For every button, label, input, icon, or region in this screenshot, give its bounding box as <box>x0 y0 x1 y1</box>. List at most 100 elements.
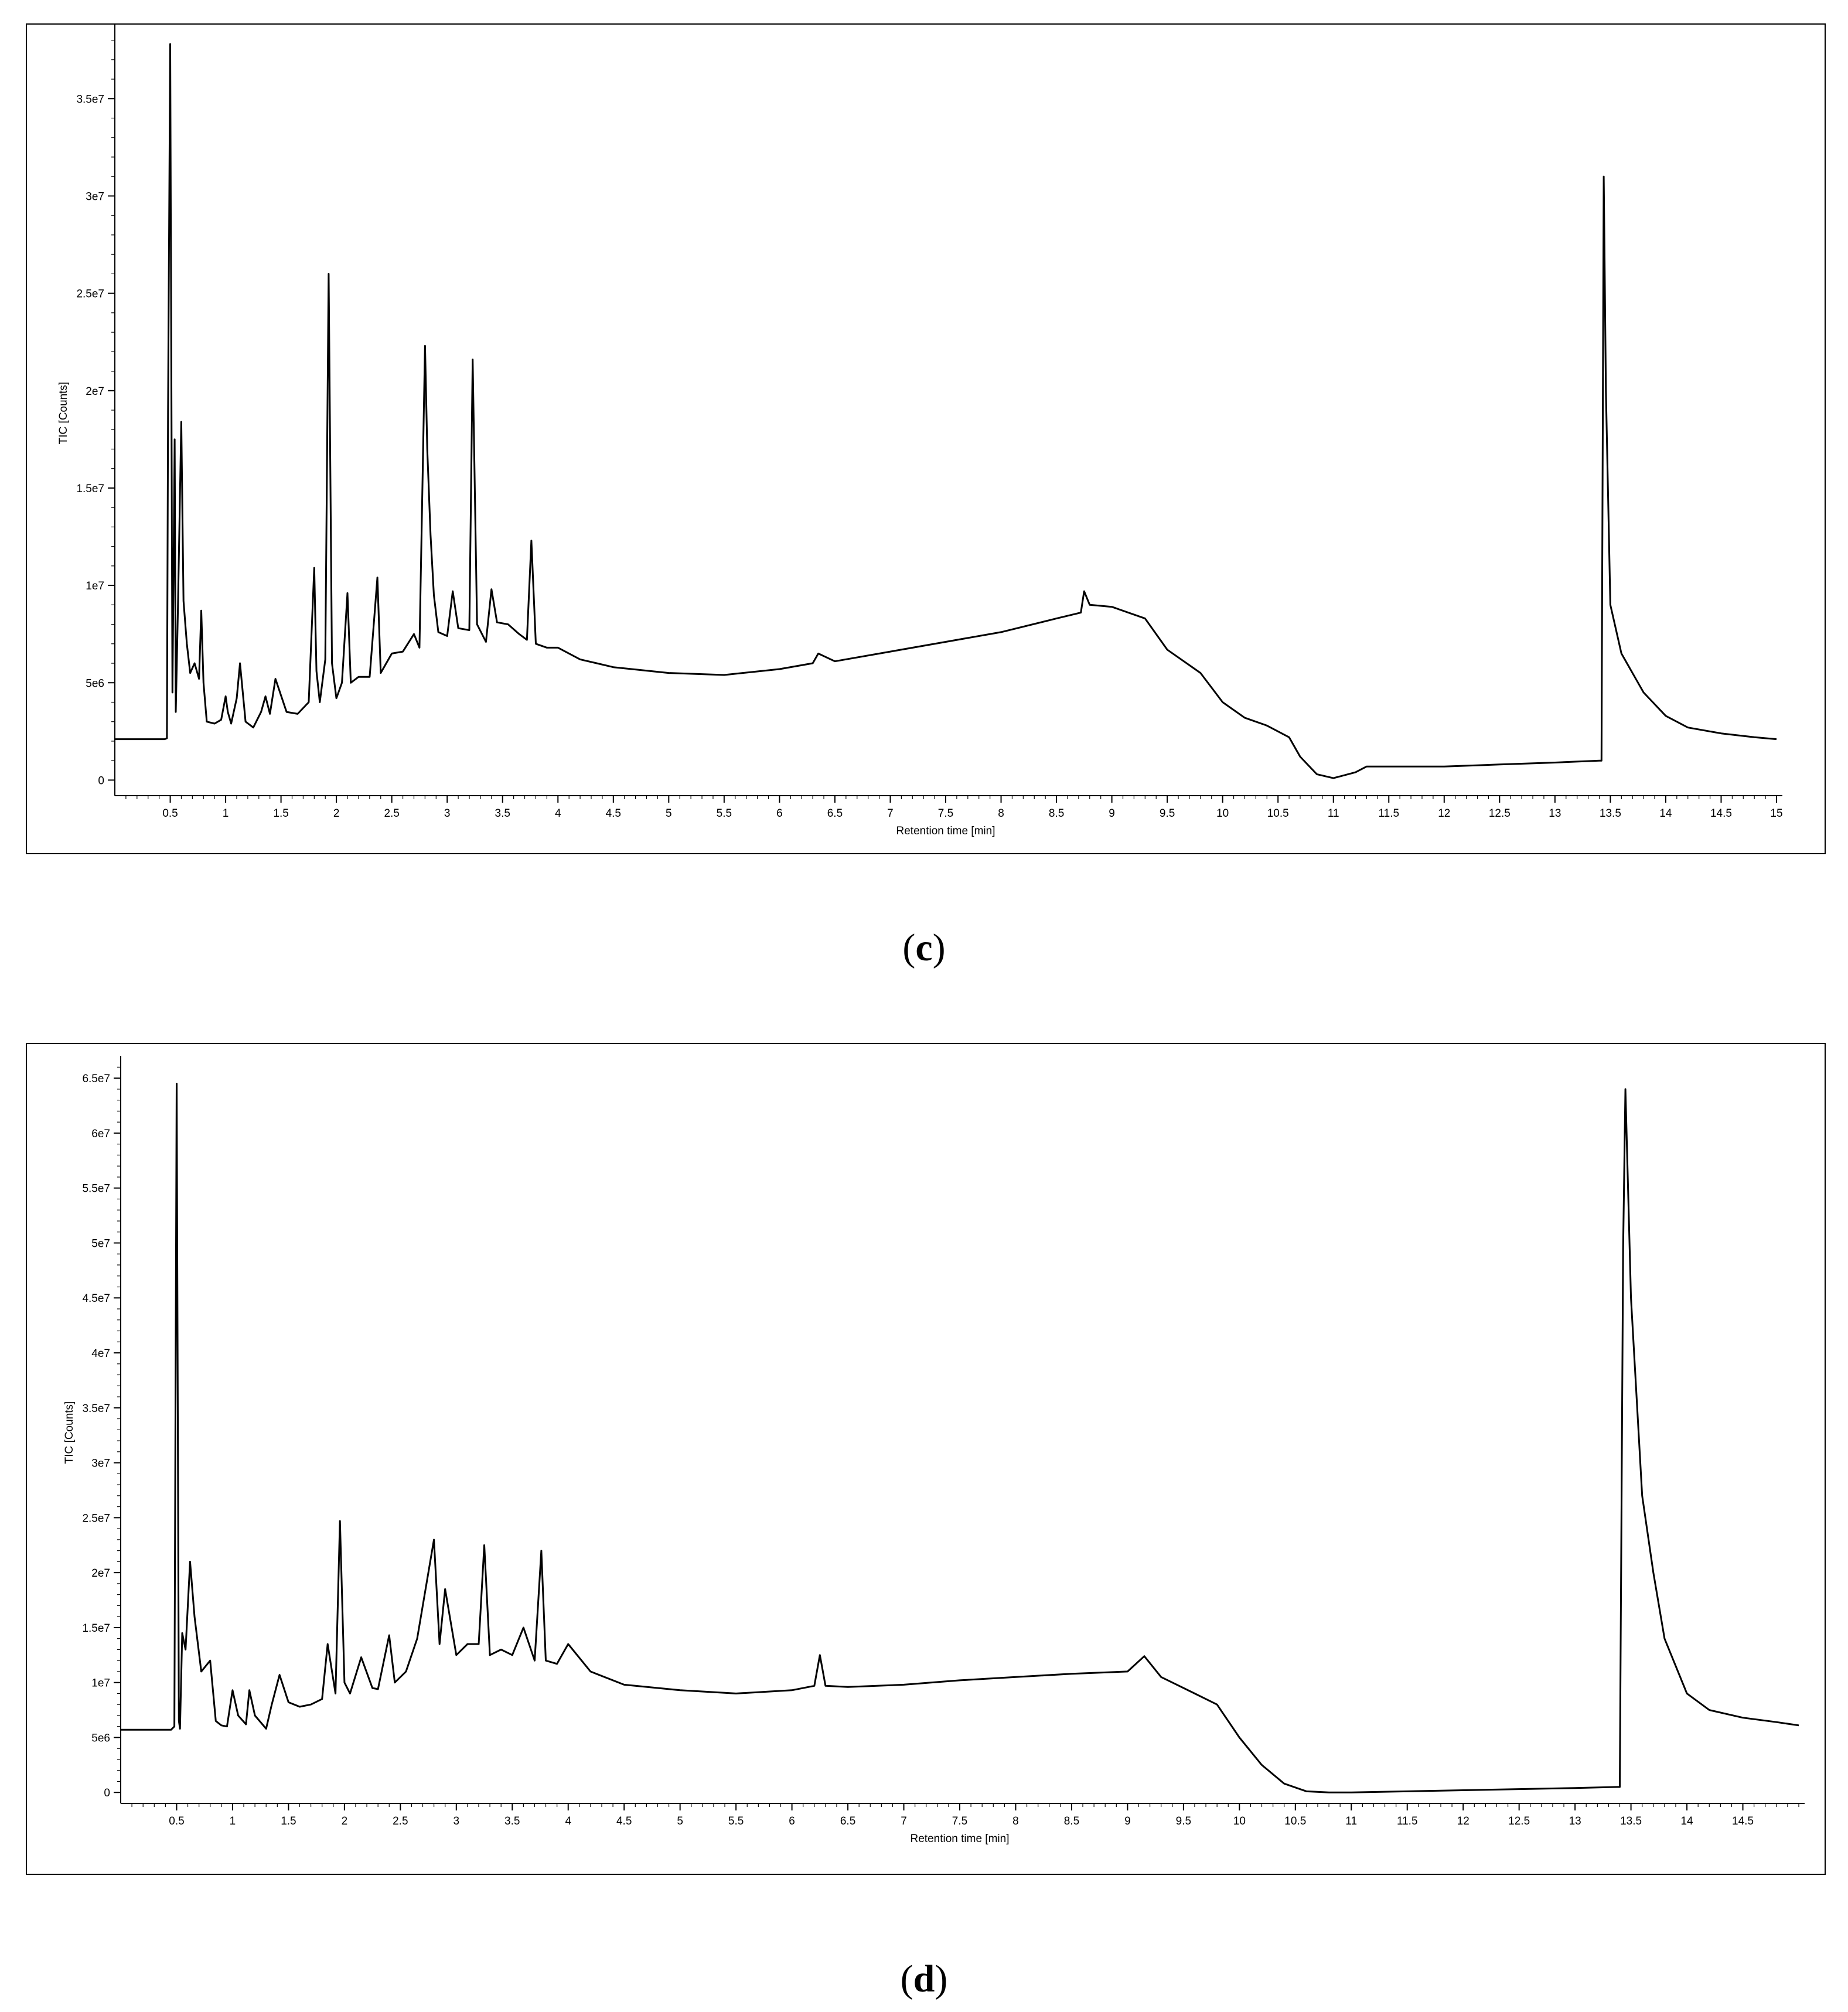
chart-d-tic-trace <box>121 1083 1799 1793</box>
y-tick-label: 0 <box>98 775 104 787</box>
x-tick-label: 11 <box>1345 1815 1357 1827</box>
chart-panel-c: 0.5 1 1.5 2 2.5 3 3.5 4 4.5 5 5.5 6 6.5 7 7.5 8 8.5 9 9.5 1… <box>26 23 1826 854</box>
chart-d-y-axis-label: TIC [Counts] <box>63 1401 76 1464</box>
x-tick-label: 8 <box>998 807 1004 820</box>
x-tick-label: 11.5 <box>1378 807 1399 820</box>
x-tick-label: 4 <box>555 807 561 820</box>
chart-c: 0.5 1 1.5 2 2.5 3 3.5 4 4.5 5 5.5 6 6.5 7 7.5 8 8.5 9 9.5 1… <box>57 25 1783 837</box>
x-tick-label: 4.5 <box>606 807 621 820</box>
x-tick-label: 2.5 <box>384 807 399 820</box>
y-tick-label: 6.5e7 <box>82 1073 110 1085</box>
x-tick-label: 11 <box>1328 807 1339 820</box>
x-tick-label: 14.5 <box>1732 1815 1754 1827</box>
x-tick-label: 12.5 <box>1489 807 1511 820</box>
x-tick-label: 13.5 <box>1600 807 1621 820</box>
chart-d-axes <box>117 1056 1805 1807</box>
x-tick-label: 10 <box>1216 807 1229 820</box>
caption-c-letter: c <box>915 926 933 969</box>
x-tick-label: 9 <box>1109 807 1115 820</box>
y-tick-label: 1.5e7 <box>76 483 104 495</box>
chart-c-axes <box>111 25 1782 799</box>
caption-d: (d) <box>900 1958 948 2000</box>
x-tick-label: 9.5 <box>1160 807 1175 820</box>
x-tick-label: 4 <box>565 1815 571 1827</box>
caption-c: (c) <box>902 926 946 969</box>
chart-c-y-ticks: 0 5e6 1e7 1.5e7 2e7 2.5e7 3e7 3.5e7 <box>76 93 115 787</box>
y-tick-label: 4e7 <box>91 1348 110 1360</box>
x-tick-label: 1 <box>230 1815 236 1827</box>
x-tick-label: 6.5 <box>827 807 843 820</box>
chart-d-x-axis-label: Retention time [min] <box>911 1833 1010 1845</box>
x-tick-label: 5 <box>677 1815 683 1827</box>
y-tick-label: 5e6 <box>91 1732 110 1744</box>
chart-c-tic-trace <box>115 43 1777 779</box>
x-tick-label: 2 <box>333 807 340 820</box>
x-tick-label: 3 <box>454 1815 460 1827</box>
x-tick-label: 9.5 <box>1176 1815 1191 1827</box>
x-tick-label: 4.5 <box>616 1815 632 1827</box>
y-tick-label: 3e7 <box>86 190 104 203</box>
y-tick-label: 5e7 <box>91 1237 110 1250</box>
chart-c-x-axis-label: Retention time [min] <box>896 825 995 837</box>
x-tick-label: 2.5 <box>393 1815 408 1827</box>
x-tick-label: 2 <box>342 1815 348 1827</box>
x-tick-label: 3.5 <box>495 807 510 820</box>
x-tick-label: 3 <box>444 807 451 820</box>
caption-d-letter: d <box>913 1958 935 2000</box>
y-tick-label: 3.5e7 <box>76 93 104 105</box>
y-tick-label: 2.5e7 <box>82 1512 110 1525</box>
x-tick-label: 10.5 <box>1267 807 1289 820</box>
x-tick-label: 5.5 <box>717 807 732 820</box>
y-tick-label: 5e6 <box>86 677 104 690</box>
y-tick-label: 5.5e7 <box>82 1183 110 1195</box>
y-tick-label: 0 <box>104 1787 110 1799</box>
x-tick-label: 12.5 <box>1508 1815 1530 1827</box>
x-tick-label: 13.5 <box>1620 1815 1642 1827</box>
x-tick-label: 10 <box>1233 1815 1246 1827</box>
y-tick-label: 1e7 <box>86 580 104 592</box>
x-tick-label: 12 <box>1438 807 1450 820</box>
x-tick-label: 14.5 <box>1710 807 1732 820</box>
x-tick-label: 15 <box>1770 807 1782 820</box>
x-tick-label: 7.5 <box>952 1815 967 1827</box>
x-tick-label: 0.5 <box>162 807 178 820</box>
x-tick-label: 10.5 <box>1284 1815 1306 1827</box>
chart-d: 0.5 1 1.5 2 2.5 3 3.5 4 4.5 5 5.5 6 6.5 7 7.5 8 8.5 9 9.5 1… <box>63 1056 1805 1845</box>
chart-d-x-ticks: 0.5 1 1.5 2 2.5 3 3.5 4 4.5 5 5.5 6 6.5 7 7.5 8 8.5 9 9.5 1… <box>169 1803 1754 1827</box>
y-tick-label: 3.5e7 <box>82 1403 110 1415</box>
x-tick-label: 3.5 <box>504 1815 520 1827</box>
x-tick-label: 7 <box>887 807 894 820</box>
x-tick-label: 0.5 <box>169 1815 184 1827</box>
x-tick-label: 9 <box>1124 1815 1131 1827</box>
chart-panel-d: 0.5 1 1.5 2 2.5 3 3.5 4 4.5 5 5.5 6 6.5 7 7.5 8 8.5 9 9.5 1… <box>26 1043 1826 1875</box>
x-tick-label: 14 <box>1659 807 1672 820</box>
y-tick-label: 2e7 <box>91 1567 110 1580</box>
x-tick-label: 6 <box>789 1815 795 1827</box>
x-tick-label: 11.5 <box>1397 1815 1418 1827</box>
x-tick-label: 6 <box>776 807 783 820</box>
x-tick-label: 1 <box>223 807 229 820</box>
chart-c-x-ticks: 0.5 1 1.5 2 2.5 3 3.5 4 4.5 5 5.5 6 6.5 7 7.5 8 8.5 9 9.5 1… <box>162 796 1783 820</box>
x-tick-label: 13 <box>1569 1815 1581 1827</box>
x-tick-label: 7.5 <box>938 807 953 820</box>
x-tick-label: 13 <box>1549 807 1561 820</box>
x-tick-label: 8.5 <box>1049 807 1064 820</box>
chart-d-y-ticks: 0 5e6 1e7 1.5e7 2e7 2.5e7 3e7 3.5e7 4e7 4.5e7 5e7 5… <box>82 1073 121 1799</box>
y-tick-label: 4.5e7 <box>82 1293 110 1305</box>
x-tick-label: 8.5 <box>1064 1815 1079 1827</box>
x-tick-label: 1.5 <box>273 807 288 820</box>
x-tick-label: 8 <box>1012 1815 1019 1827</box>
y-tick-label: 2e7 <box>86 386 104 398</box>
x-tick-label: 1.5 <box>281 1815 296 1827</box>
chart-c-y-axis-label: TIC [Counts] <box>57 382 70 445</box>
y-tick-label: 3e7 <box>91 1458 110 1470</box>
y-tick-label: 1.5e7 <box>82 1622 110 1635</box>
y-tick-label: 1e7 <box>91 1677 110 1690</box>
x-tick-label: 7 <box>901 1815 907 1827</box>
y-tick-label: 6e7 <box>91 1128 110 1140</box>
x-tick-label: 12 <box>1457 1815 1469 1827</box>
x-tick-label: 6.5 <box>840 1815 855 1827</box>
x-tick-label: 5.5 <box>728 1815 744 1827</box>
x-tick-label: 5 <box>666 807 672 820</box>
x-tick-label: 14 <box>1680 1815 1693 1827</box>
